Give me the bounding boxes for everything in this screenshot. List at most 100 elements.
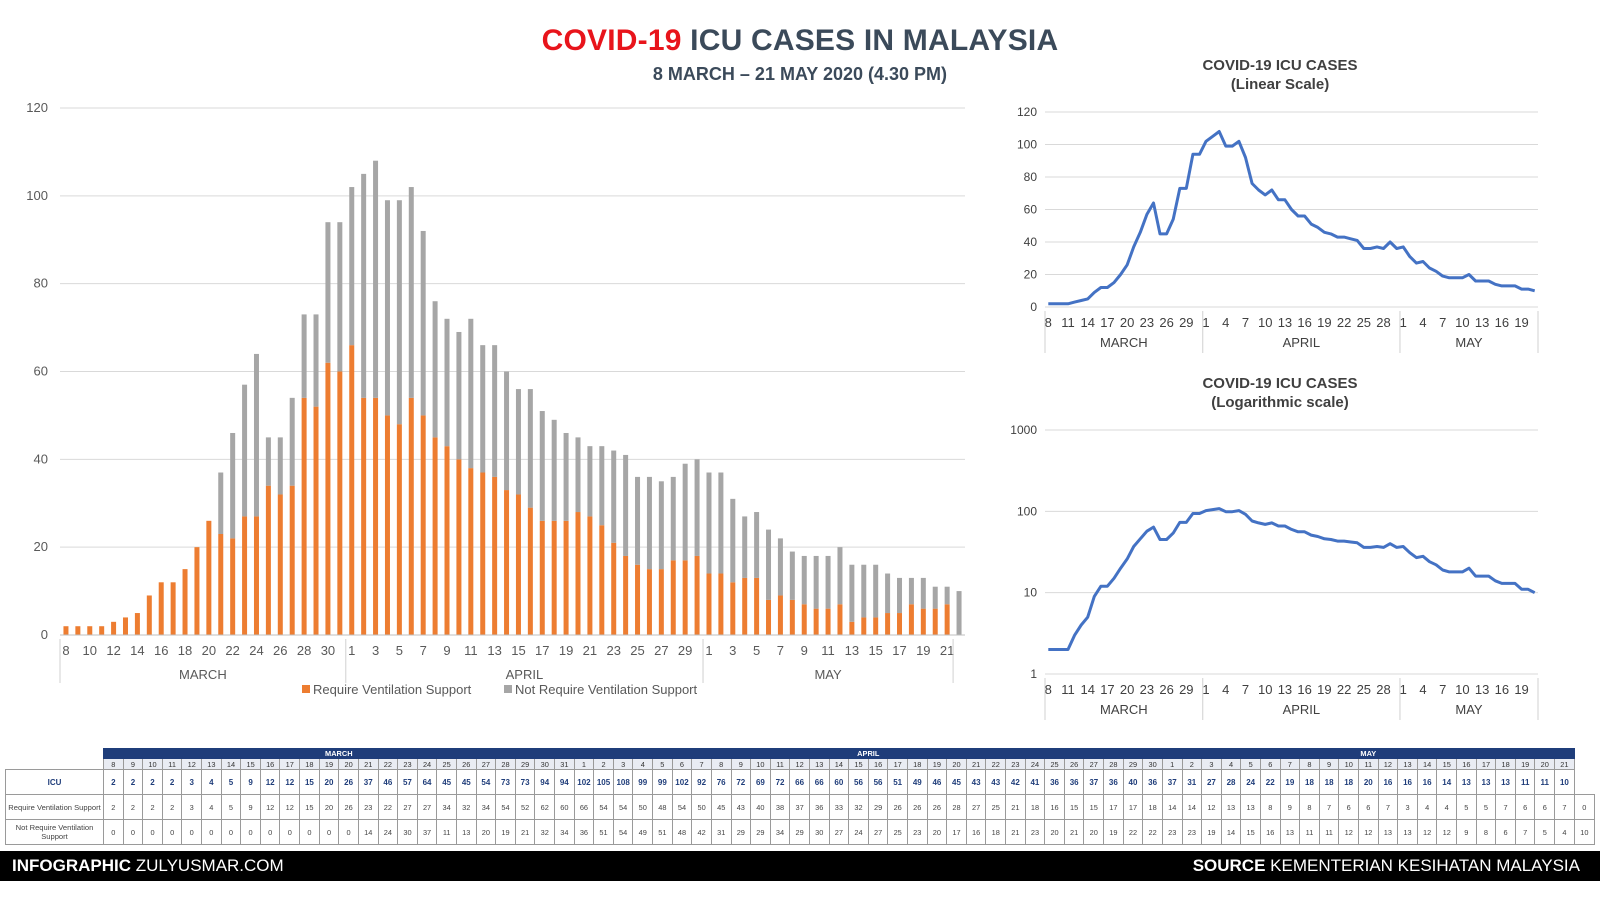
bar-novent [694,459,700,556]
month-label: APRIL [1283,335,1321,350]
table-cell: 72 [769,769,791,795]
x-tick-label: 7 [1242,315,1249,330]
bar-vent [87,626,93,635]
table-day-header: 17 [1475,758,1497,770]
table-cell: 10 [1573,819,1595,845]
table-cell: 0 [318,819,340,845]
table-day-header: 5 [1240,758,1261,770]
table-cell: 99 [652,769,673,795]
bar-vent [492,476,498,635]
table-cell: 9 [1279,794,1301,820]
bar-novent [456,331,462,460]
x-tick-label: 19 [559,643,573,658]
table-cell: 12 [1338,819,1359,845]
table-cell: 54 [495,794,516,820]
bar-vent [563,520,569,635]
table-day-header: 9 [122,758,144,770]
bar-novent [873,564,879,618]
table-day-header: 28 [495,758,516,770]
table-day-header: 18 [299,758,320,770]
table-cell: 7 [1318,794,1340,820]
table-cell: 66 [808,769,830,795]
month-label: MAY [1455,702,1483,717]
table-cell: 57 [397,769,418,795]
table-cell: 18 [1299,769,1320,795]
x-tick-label: 21 [940,643,954,658]
bar-vent [182,569,188,635]
bar-novent [468,318,474,469]
y-tick-label: 60 [1024,203,1038,217]
y-tick-label: 80 [34,276,48,291]
table-day-header: 7 [1279,758,1301,770]
table-cell: 2 [142,794,163,820]
table-cell: 9 [240,794,261,820]
icu-line [1048,507,1536,651]
footer-source-name: KEMENTERIAN KESIHATAN MALAYSIA [1265,856,1580,875]
x-tick-label: 15 [868,643,882,658]
table-day-header: 15 [1436,758,1458,770]
month-label: APRIL [506,667,544,682]
table-cell: 15 [299,769,320,795]
x-tick-label: 11 [464,643,478,658]
bar-novent [801,555,807,605]
table-cell: 16 [1044,794,1065,820]
table-day-header: 29 [514,758,536,770]
y-tick-label: 10 [1024,586,1038,600]
bar-vent [349,345,355,635]
table-cell: 50 [691,794,712,820]
table-day-header: 21 [965,758,987,770]
bar-vent [801,604,807,635]
table-day-header: 10 [142,758,163,770]
month-label: APRIL [1283,702,1321,717]
bar-novent [730,498,736,583]
x-tick-label: 8 [1045,315,1052,330]
table-month-header: MAY [1161,748,1575,759]
table-cell: 32 [848,794,869,820]
bar-novent [265,437,271,486]
x-tick-label: 4 [1222,315,1229,330]
bar-novent [920,577,926,609]
y-tick-label: 20 [34,539,48,554]
table-cell: 0 [259,819,281,845]
table-cell: 15 [1240,819,1261,845]
table-cell: 46 [377,769,399,795]
table-day-header: 26 [1063,758,1085,770]
table-cell: 12 [1416,819,1438,845]
table-cell: 0 [299,819,320,845]
bar-novent [551,419,557,521]
table-cell: 64 [416,769,438,795]
table-cell: 62 [534,794,556,820]
table-cell: 16 [1397,769,1418,795]
table-day-header: 21 [1554,758,1575,770]
x-tick-label: 22 [1337,682,1351,697]
table-cell: 24 [1240,769,1261,795]
x-tick-label: 4 [1222,682,1229,697]
bar-vent [337,371,343,635]
table-corner [5,758,104,770]
x-tick-label: 7 [1439,682,1446,697]
bar-novent [230,432,236,539]
bar-vent [480,472,486,635]
bar-vent [301,397,307,635]
table-day-header: 5 [652,758,673,770]
table-day-header: 28 [1103,758,1124,770]
table-cell: 13 [1456,769,1477,795]
table-cell: 18 [1338,769,1359,795]
bar-vent [170,582,176,635]
table-day-header: 26 [455,758,477,770]
bar-novent [539,411,545,521]
legend-label-vent: Require Ventilation Support [313,682,472,697]
footer-credit-label: INFOGRAPHIC [12,856,131,875]
table-cell: 54 [593,794,614,820]
table-cell: 14 [1181,794,1203,820]
bar-novent [384,200,390,416]
table-cell: 22 [377,794,399,820]
table-cell: 13 [1240,794,1261,820]
page-subtitle: 8 MARCH – 21 MAY 2020 (4.30 PM) [652,64,948,84]
x-tick-label: 13 [1278,682,1292,697]
table-cell: 34 [475,794,497,820]
x-tick-label: 26 [1159,315,1173,330]
bar-vent [599,525,605,635]
table-cell: 31 [1181,769,1203,795]
table-cell: 21 [1005,794,1026,820]
